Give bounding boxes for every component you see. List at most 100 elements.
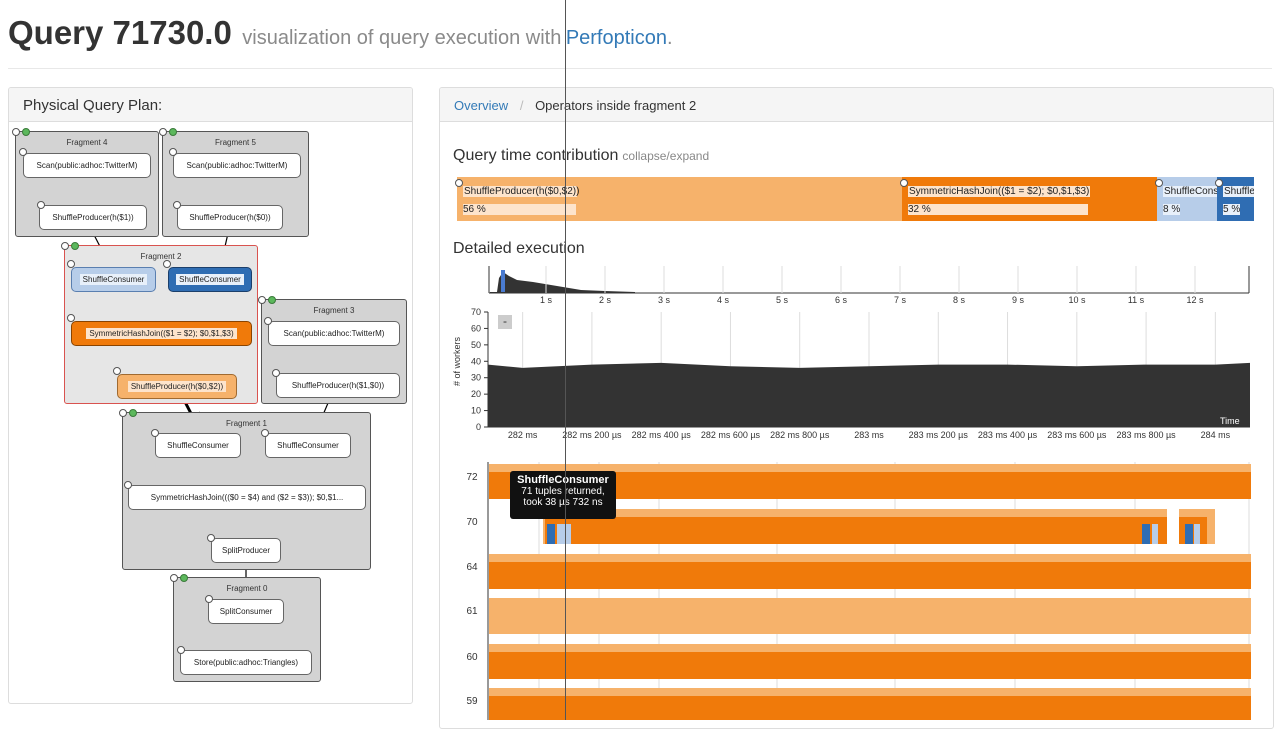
operator-node-shuffle-consumer[interactable]: ShuffleConsumer [71,267,156,292]
lane-label: 70 [466,517,478,528]
consumer-mark [547,524,555,544]
operator-node[interactable]: ShuffleProducer(h($1)) [39,205,147,230]
operator-node[interactable]: Store(public:adhoc:Triangles) [180,650,312,675]
operator-node-shuffle-consumer[interactable]: ShuffleConsumer [168,267,252,292]
operator-node[interactable]: ShuffleProducer(h($0)) [177,205,283,230]
page-header: Query 71730.0 visualization of query exe… [8,14,673,52]
collapse-button[interactable]: - [498,315,512,329]
x-tick-label: 282 ms [508,430,538,440]
connector-out [272,369,280,377]
lane-bar [489,696,1251,720]
operator-node[interactable]: ShuffleConsumer [155,433,241,458]
fragment-3[interactable]: Fragment 3 Scan(public:adhoc:TwitterM) S… [261,299,407,404]
operator-node[interactable]: Scan(public:adhoc:TwitterM) [268,321,400,346]
connector-out [177,646,185,654]
operator-tooltip: ShuffleConsumer 71 tuples returned, took… [510,471,616,519]
breadcrumb-separator: / [519,98,524,113]
contribution-bar-shuffle-producer[interactable]: ShuffleProducer(h($0,$2)) 56 % [457,177,902,221]
x-tick-label: 283 ms 800 µs [1116,430,1176,440]
operator-node[interactable]: Scan(public:adhoc:TwitterM) [23,153,151,178]
connector-out [124,481,132,489]
cursor-line [565,0,566,720]
connector-in [129,409,137,417]
page-title: Query 71730.0 [8,14,232,51]
fragment-4[interactable]: Fragment 4 Scan(public:adhoc:TwitterM) S… [15,131,159,237]
consumer-mark [1152,524,1158,544]
connector-out [113,367,121,375]
contribution-handle[interactable] [1215,179,1223,187]
workers-area [488,362,1250,427]
connector-out [169,148,177,156]
overview-brush [501,270,505,292]
connector-in [180,574,188,582]
tooltip-line: 71 tuples returned, [521,486,605,497]
connector-in [22,128,30,136]
fragment-1[interactable]: Fragment 1 ShuffleConsumer ShuffleConsum… [122,412,371,570]
contribution-bar-shuffle-consumer-2[interactable]: ShuffleC 5 % [1217,177,1254,221]
lane-bar [489,472,1251,499]
lane-bar [489,652,1251,679]
overview-tick-label: 9 s [1012,295,1025,305]
fragment-2[interactable]: Fragment 2 ShuffleConsumer ShuffleConsum… [64,245,258,404]
contribution-bar-shuffle-consumer-1[interactable]: ShuffleCons 8 % [1157,177,1217,221]
overview-timeline[interactable]: 1 s 2 s 3 s 4 s 5 s 6 s 7 s 8 s 9 s 10 s 11 s 12 s [485,266,1255,310]
overview-tick-label: 7 s [894,295,907,305]
connector-in [268,296,276,304]
contribution-percent: 56 % [463,204,576,215]
lane-bar [489,554,1251,562]
lanes-chart[interactable] [487,462,1253,720]
lane-label: 64 [466,562,478,573]
operator-node[interactable]: ShuffleProducer(h($1,$0)) [276,373,400,398]
connector-out [19,148,27,156]
operator-node[interactable]: SymmetricHashJoin((($0 = $4) and ($2 = $… [128,485,366,510]
connector-in [71,242,79,250]
connector-out [261,429,269,437]
x-tick-label: 284 ms [1201,430,1231,440]
physical-plan-panel: Physical Query Plan: Fragment 4 Scan(pub… [8,87,413,704]
contribution-handle[interactable] [900,179,908,187]
connector-out [12,128,20,136]
x-tick-label: 282 ms 200 µs [562,430,622,440]
overview-tick-label: 12 s [1186,295,1204,305]
query-time-title: Query time contribution collapse/expand [453,147,709,165]
operator-node[interactable]: SplitConsumer [208,599,284,624]
contribution-handle[interactable] [1155,179,1163,187]
overview-tick-label: 3 s [658,295,671,305]
y-tick-label: 0 [476,422,481,432]
connector-out [170,574,178,582]
fragment-5[interactable]: Fragment 5 Scan(public:adhoc:TwitterM) S… [162,131,309,237]
perfopticon-link[interactable]: Perfopticon [565,27,667,49]
workers-chart: 0 10 20 30 40 50 60 70 # of workers Time 282 ms… [452,307,1250,440]
physical-plan-header: Physical Query Plan: [9,88,412,122]
fragment-label: Fragment 3 [313,306,355,315]
overview-tick-label: 11 s [1128,295,1145,305]
breadcrumb-overview-link[interactable]: Overview [454,98,509,113]
connector-out [173,201,181,209]
connector-out [67,260,75,268]
operator-node[interactable]: SplitProducer [211,538,281,563]
contribution-bar-symmetric-hash-join[interactable]: SymmetricHashJoin(($1 = $2); $0,$1,$3) 3… [902,177,1157,221]
overview-density [490,272,635,293]
lane-bar [489,464,1251,472]
page-subtitle: visualization of query execution with [242,27,562,49]
time-label: Time [1220,416,1240,426]
contribution-label: ShuffleCons [1163,186,1217,197]
fragment-0[interactable]: Fragment 0 SplitConsumer Store(public:ad… [173,577,321,682]
operator-node-symmetric-hash-join[interactable]: SymmetricHashJoin(($1 = $2); $0,$1,$3) [71,321,252,346]
contribution-label: ShuffleProducer(h($0,$2)) [463,186,580,197]
operator-node[interactable]: Scan(public:adhoc:TwitterM) [173,153,301,178]
operator-node[interactable]: ShuffleConsumer [265,433,351,458]
x-tick-label: 283 ms [854,430,884,440]
connector-out [264,317,272,325]
collapse-expand-link[interactable]: collapse/expand [622,149,710,163]
physical-plan-title: Physical Query Plan: [23,97,163,114]
contribution-handle[interactable] [455,179,463,187]
overview-tick-label: 1 s [540,295,553,305]
connector-out [151,429,159,437]
connector-out [205,595,213,603]
consumer-mark [1185,524,1193,544]
tooltip-line: took 38 µs 732 ns [523,497,603,508]
operator-node-shuffle-producer[interactable]: ShuffleProducer(h($0,$2)) [117,374,237,399]
lane-label: 61 [466,606,478,617]
overview-tick-label: 5 s [776,295,789,305]
